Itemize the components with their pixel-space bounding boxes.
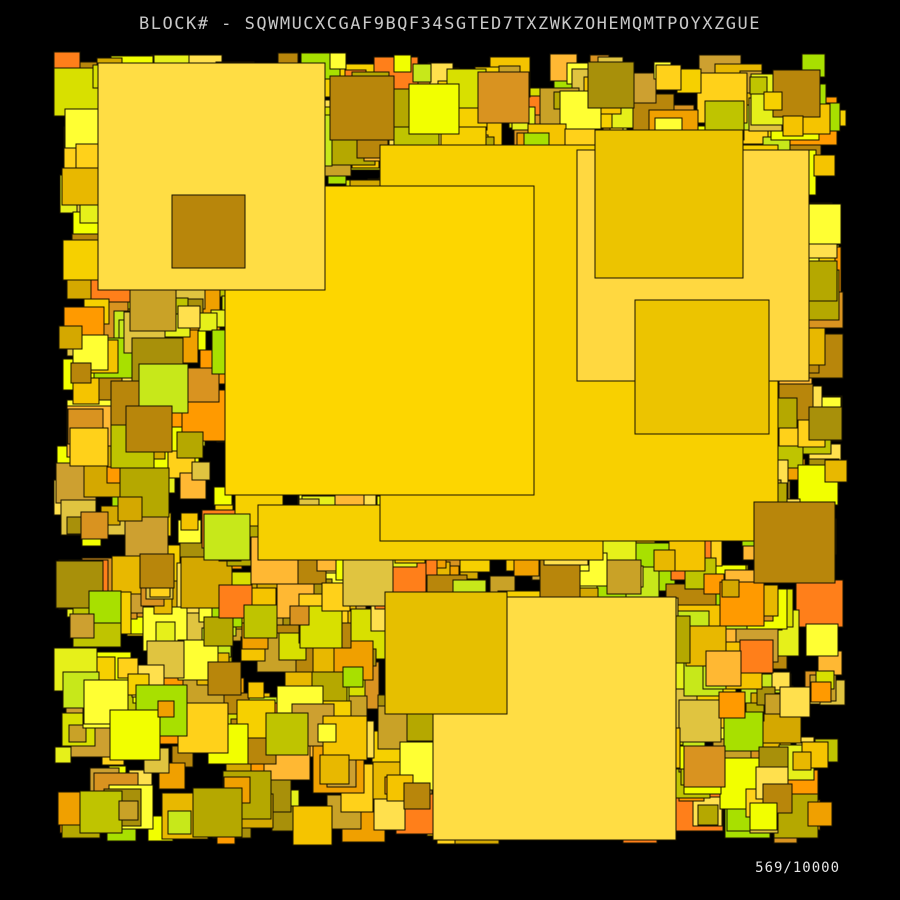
block-tile — [384, 591, 508, 715]
block-tile — [207, 661, 242, 696]
block-tile — [289, 605, 310, 626]
block-tile — [203, 513, 251, 561]
block-tile — [192, 787, 243, 838]
block-tile — [606, 559, 642, 595]
block-tile — [69, 613, 95, 639]
block-tile — [808, 406, 843, 441]
block-tile — [587, 61, 635, 109]
block-tile — [705, 650, 742, 687]
block-tile — [329, 75, 395, 141]
block-tile — [117, 496, 143, 522]
block-tile — [393, 54, 412, 73]
block-tile — [265, 712, 309, 756]
block-tile — [54, 746, 72, 764]
block-tile — [683, 745, 726, 788]
block-tile — [68, 724, 87, 743]
block-tile — [138, 363, 189, 414]
block-tile — [118, 800, 139, 821]
block-tile — [243, 604, 278, 639]
block-tile — [62, 239, 104, 281]
block-tile — [749, 802, 778, 831]
block-tile — [403, 782, 431, 810]
block-tile — [412, 63, 432, 83]
block-tile — [158, 762, 186, 790]
block-tile — [70, 362, 92, 384]
block-tile — [810, 681, 832, 703]
block-tile — [69, 427, 109, 467]
block-tile — [317, 723, 337, 743]
block-tile — [655, 64, 682, 91]
block-tile — [191, 461, 211, 481]
block-tile — [80, 511, 109, 540]
block-tile — [198, 312, 218, 332]
block-tile — [408, 83, 460, 135]
block-tile — [109, 709, 161, 761]
block-tile — [795, 579, 844, 628]
block-tile — [79, 790, 123, 834]
block-tile — [697, 804, 719, 826]
block-tile — [61, 167, 100, 206]
block-tile — [58, 325, 83, 350]
block-tile — [155, 621, 176, 642]
block-tile — [129, 284, 177, 332]
block-tile — [125, 405, 173, 453]
block-tile — [792, 751, 812, 771]
block-tile — [749, 76, 768, 95]
block-tile — [824, 459, 848, 483]
block-tile — [813, 154, 836, 177]
block-tile — [782, 115, 804, 137]
block-tile — [203, 616, 234, 647]
mint-counter: 569/10000 — [755, 860, 840, 876]
block-tile — [171, 194, 246, 269]
block-tile — [247, 681, 265, 699]
block-tile — [157, 700, 175, 718]
block-tile — [176, 431, 204, 459]
block-tile — [319, 754, 350, 785]
block-tile — [778, 426, 799, 447]
block-tile — [292, 805, 333, 846]
block-tile — [167, 810, 192, 835]
block-tile — [177, 305, 201, 329]
block-tile — [779, 686, 811, 718]
block-tile — [594, 129, 744, 279]
block-tile — [721, 579, 740, 598]
block-tile — [634, 299, 770, 435]
block-tile — [373, 798, 406, 831]
block-tile — [477, 71, 530, 124]
block-tile — [753, 501, 836, 584]
block-tile — [329, 52, 347, 70]
block-tile — [763, 91, 783, 111]
block-tile — [653, 549, 676, 572]
large-tiles-layer — [97, 62, 836, 841]
block-tile — [718, 691, 746, 719]
block-tile — [342, 666, 364, 688]
block-tile — [807, 801, 833, 827]
block-tile — [739, 639, 774, 674]
page-title: BLOCK# - SQWMUCXCGAF9BQF34SGTED7TXZWKZOH… — [139, 14, 761, 34]
block-tile — [678, 699, 722, 743]
block-tile — [805, 623, 839, 657]
block-tile — [180, 512, 199, 531]
block-tile — [139, 553, 175, 589]
